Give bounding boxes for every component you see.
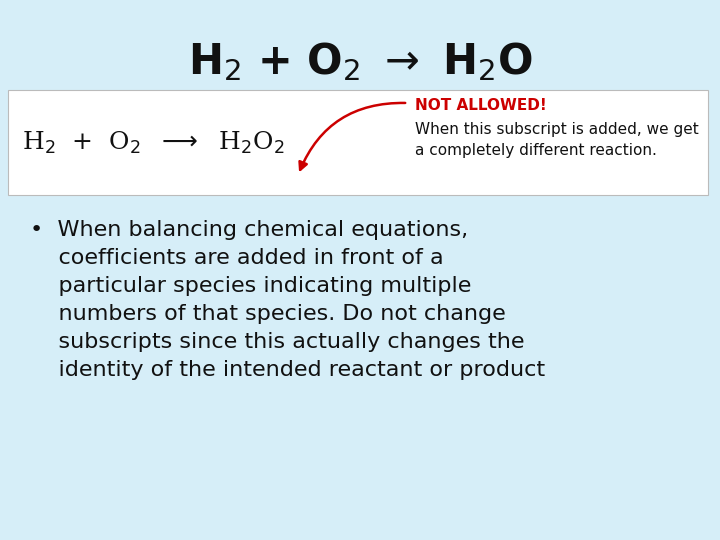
Text: NOT ALLOWED!: NOT ALLOWED! [415, 98, 546, 112]
Text: When this subscript is added, we get
a completely different reaction.: When this subscript is added, we get a c… [415, 122, 698, 158]
Text: •  When balancing chemical equations,
    coefficients are added in front of a
 : • When balancing chemical equations, coe… [30, 220, 545, 380]
Text: H$_2$  +  O$_2$  $\longrightarrow$  H$_2$O$_2$: H$_2$ + O$_2$ $\longrightarrow$ H$_2$O$_… [22, 130, 284, 156]
Text: H$_2$ + O$_2$ $\rightarrow$ H$_2$O: H$_2$ + O$_2$ $\rightarrow$ H$_2$O [188, 40, 532, 83]
FancyBboxPatch shape [8, 90, 708, 195]
